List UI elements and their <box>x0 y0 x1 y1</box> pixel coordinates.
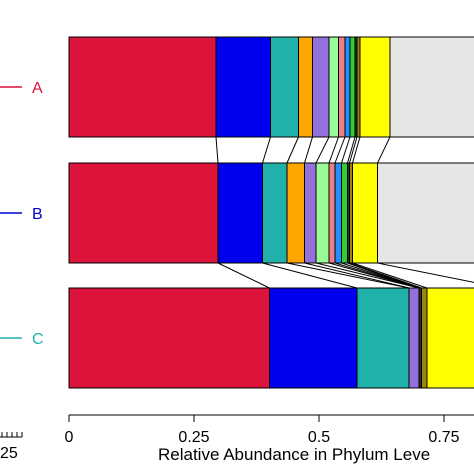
bar-segment-A-3 <box>270 36 299 138</box>
connector-line <box>328 136 339 164</box>
bar-segment-B-7 <box>328 162 336 264</box>
category-label-A: A <box>32 80 43 97</box>
connector-line <box>217 262 270 289</box>
bar-segment-A-13 <box>389 36 474 138</box>
connector-line <box>286 262 410 289</box>
bar-segment-C-2 <box>269 287 358 389</box>
connector-line <box>352 262 428 289</box>
x-tick-label: 0.75 <box>428 429 459 446</box>
category-labels: A B C <box>0 80 44 348</box>
x-axis-label: Relative Abundance in Phylum Leve <box>158 445 430 464</box>
bar-segment-B-6 <box>315 162 330 264</box>
bar-segment-A-2 <box>215 36 271 138</box>
bar-connectors <box>215 136 474 289</box>
bar-segment-C-11 <box>421 287 428 389</box>
bar-segment-A-1 <box>68 36 217 138</box>
category-label-C: C <box>32 331 44 348</box>
connector-line <box>349 136 358 164</box>
connector-line <box>315 136 330 164</box>
bar-segment-B-13 <box>377 162 474 264</box>
connector-line <box>352 136 361 164</box>
connector-line <box>286 136 299 164</box>
bar-group <box>68 36 474 389</box>
bar-segment-A-8 <box>344 36 351 138</box>
connector-line <box>304 136 313 164</box>
connector-line <box>347 262 420 289</box>
bar-segment-C-5 <box>408 287 420 389</box>
category-label-B: B <box>32 206 43 223</box>
x-axis: 0 0.25 0.5 0.75 25 <box>0 414 474 462</box>
bar-segment-B-2 <box>217 162 263 264</box>
connector-line <box>349 262 422 289</box>
bar-segment-B-5 <box>304 162 317 264</box>
bar-segment-C-1 <box>68 287 270 389</box>
bar-segment-A-9 <box>349 36 356 138</box>
x-tick-label: 0.5 <box>308 429 330 446</box>
bar-segment-A-12 <box>359 36 391 138</box>
bar-segment-B-9 <box>341 162 348 264</box>
cut-tick-label: 25 <box>0 445 18 462</box>
bar-segment-A-4 <box>298 36 313 138</box>
x-tick-label: 0 <box>65 429 74 446</box>
connector-line <box>347 136 356 164</box>
connector-line <box>215 136 219 164</box>
bar-segment-A-7 <box>338 36 346 138</box>
bar-segment-B-1 <box>68 162 219 264</box>
bar-segment-B-8 <box>334 162 342 264</box>
bar-segment-A-6 <box>328 36 339 138</box>
bar-segment-B-3 <box>262 162 288 264</box>
bar-segment-B-12 <box>352 162 378 264</box>
bar-segment-B-4 <box>286 162 305 264</box>
bar-segment-C-3 <box>356 287 410 389</box>
connector-line <box>377 262 474 283</box>
x-tick-label: 0.25 <box>178 429 209 446</box>
connector-line <box>262 262 358 289</box>
connector-line <box>304 262 410 289</box>
bar-segment-C-12 <box>426 287 474 389</box>
connector-line <box>377 136 391 164</box>
connector-line <box>315 262 420 289</box>
connector-line <box>262 136 271 164</box>
bar-segment-A-5 <box>312 36 330 138</box>
connector-line <box>341 136 351 164</box>
connector-line <box>334 136 346 164</box>
